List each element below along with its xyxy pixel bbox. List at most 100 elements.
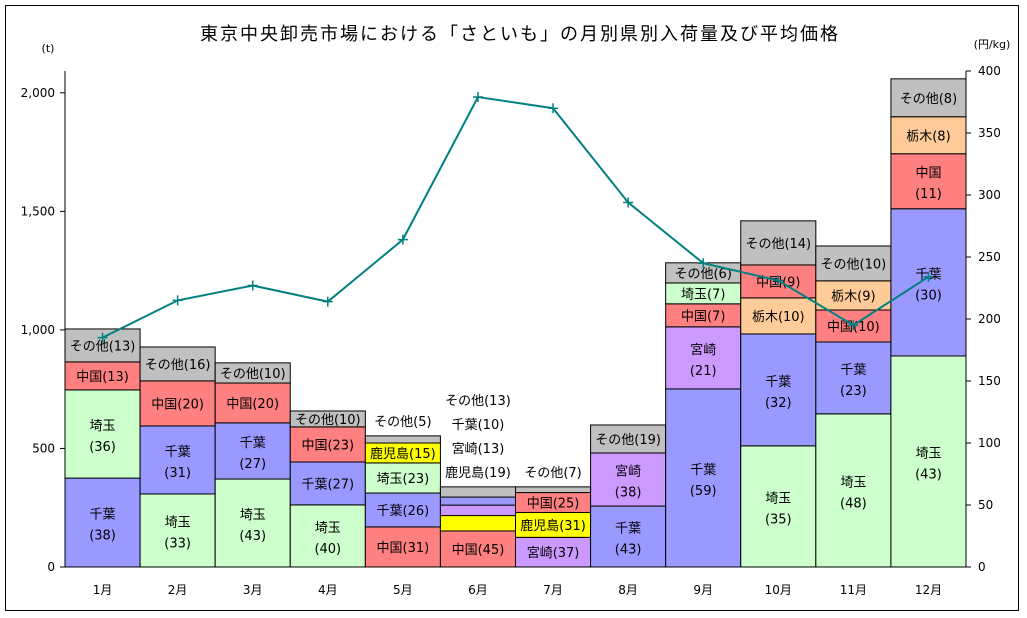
bar-label: (43)	[615, 543, 642, 558]
price-point-marker	[548, 103, 559, 114]
price-point-marker	[397, 234, 408, 245]
bar-label: その他(8)	[900, 92, 957, 107]
bar-label: 千葉	[765, 375, 791, 390]
bar-label: (21)	[690, 364, 717, 379]
bar-label: 千葉	[90, 508, 116, 523]
price-point-marker	[698, 258, 709, 269]
bar-label: (38)	[89, 529, 116, 544]
y-tick-label: 500	[32, 441, 55, 455]
bar-label: (38)	[615, 486, 642, 501]
bar-segment	[439, 504, 516, 517]
bar-label: 栃木(9)	[831, 289, 875, 304]
bar-label: 宮崎(37)	[527, 545, 580, 561]
price-line	[102, 95, 929, 339]
bar-segment	[64, 389, 141, 479]
bar-segment	[289, 426, 366, 463]
x-tick-label: 7月	[543, 583, 563, 597]
bar-label: 埼玉	[765, 491, 791, 506]
bar-segment	[214, 478, 291, 568]
price-point-marker	[848, 320, 859, 331]
bar-segment	[364, 526, 441, 568]
bar-segment	[289, 410, 366, 428]
bar-label: (23)	[840, 384, 867, 399]
y-tick-label: 0	[47, 560, 55, 574]
bar-segment	[815, 413, 892, 568]
bar-label-outside: その他(13)	[445, 394, 511, 409]
bar-label-outside: 千葉(10)	[452, 418, 505, 433]
y2-tick-label: 400	[978, 64, 1001, 78]
y2-tick-label: 0	[978, 560, 986, 574]
price-point-marker	[773, 275, 784, 286]
bar-label: 千葉(27)	[301, 477, 354, 492]
bar-label: 千葉	[690, 463, 716, 478]
bar-label: (33)	[164, 536, 191, 551]
bar-label: その他(10)	[295, 413, 361, 428]
bar-label: (27)	[239, 457, 266, 472]
price-point-marker	[623, 197, 634, 208]
bar-label-outside: その他(5)	[374, 415, 431, 430]
bar-segment	[890, 78, 967, 118]
x-tick-label: 4月	[318, 583, 338, 597]
bar-segment	[815, 245, 892, 282]
bar-label: その他(19)	[595, 433, 661, 448]
bar-label: 宮崎	[615, 464, 641, 480]
bar-label-outside: その他(7)	[524, 466, 581, 481]
bar-segment	[439, 486, 516, 498]
bar-label: 中国(25)	[527, 497, 580, 512]
bar-segment	[364, 435, 441, 444]
x-tick-label: 5月	[393, 583, 413, 597]
bar-label: その他(14)	[745, 237, 811, 252]
bar-segment	[289, 504, 366, 568]
bar-segment	[740, 297, 817, 335]
bar-segment	[890, 208, 967, 357]
bar-segment	[364, 492, 441, 528]
bar-segment	[515, 486, 592, 494]
y2-tick-label: 300	[978, 188, 1001, 202]
bar-label: 鹿児島(31)	[520, 518, 586, 534]
bar-segment	[665, 388, 742, 568]
price-point-marker	[247, 280, 258, 291]
y2-axis-unit-label: (円/kg)	[974, 38, 1011, 51]
x-tick-label: 8月	[618, 583, 638, 597]
bar-segment	[815, 341, 892, 415]
y2-tick-label: 250	[978, 250, 1001, 264]
bar-segment	[890, 153, 967, 210]
y2-tick-label: 200	[978, 312, 1001, 326]
bar-label: 埼玉	[240, 508, 266, 523]
bar-label: (43)	[915, 467, 942, 482]
chart-title: 東京中央卸売市場における「さといも」の月別県別入荷量及び平均価格	[200, 24, 840, 45]
bar-label: 埼玉	[315, 521, 341, 536]
bar-label: 埼玉	[90, 419, 116, 434]
bar-segment	[439, 496, 516, 506]
bar-segment	[439, 530, 516, 568]
bar-label: 中国(23)	[301, 438, 354, 453]
bar-segment	[364, 462, 441, 494]
bar-label: 中国	[915, 166, 941, 181]
bar-label: (48)	[840, 496, 867, 511]
bar-segment	[139, 425, 216, 495]
bar-label: 栃木(10)	[752, 310, 805, 325]
bar-segment	[139, 346, 216, 382]
y-tick-label: 1,000	[21, 323, 55, 337]
price-point-marker	[472, 92, 483, 103]
bar-label: その他(10)	[821, 257, 887, 272]
bar-label: 中国(20)	[226, 397, 279, 412]
bar-label: (40)	[314, 542, 341, 557]
price-point-marker	[172, 295, 183, 306]
bar-label: 中国(20)	[151, 397, 204, 412]
bar-label: 中国(13)	[76, 370, 129, 385]
bar-label: 千葉	[240, 436, 266, 451]
bar-label: 千葉	[840, 363, 866, 378]
bar-label: (11)	[915, 187, 942, 202]
bar-label: 千葉	[615, 522, 641, 537]
x-tick-label: 6月	[468, 583, 488, 597]
y2-tick-label: 350	[978, 126, 1001, 140]
y2-tick-label: 100	[978, 436, 1001, 450]
bar-segment	[214, 362, 291, 384]
bar-label: 中国(31)	[377, 541, 430, 556]
x-tick-label: 3月	[243, 583, 263, 597]
bar-label: 中国(7)	[681, 309, 725, 324]
price-point-marker	[322, 296, 333, 307]
price-point-marker	[97, 332, 108, 343]
bar-label: (43)	[239, 529, 266, 544]
